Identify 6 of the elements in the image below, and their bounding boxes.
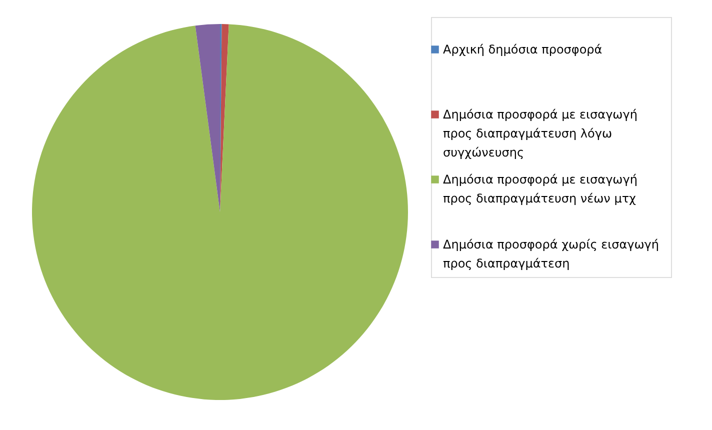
legend-label: Δημόσια προσφορά χωρίς εισαγωγή προς διαπραγμάτεση — [443, 238, 660, 270]
legend-label: Δημόσια προσφορά με εισαγωγή προς διαπραγμάτευση νέων μτχ — [443, 172, 638, 206]
pie-slice — [195, 24, 220, 212]
pie-slice — [32, 24, 408, 400]
legend-label: Αρχική δημόσια προσφορά — [443, 42, 602, 56]
legend-label: Δημόσια προσφορά με εισαγωγή προς διαπραγμάτευση λόγω συγχώνευσης — [443, 108, 638, 160]
